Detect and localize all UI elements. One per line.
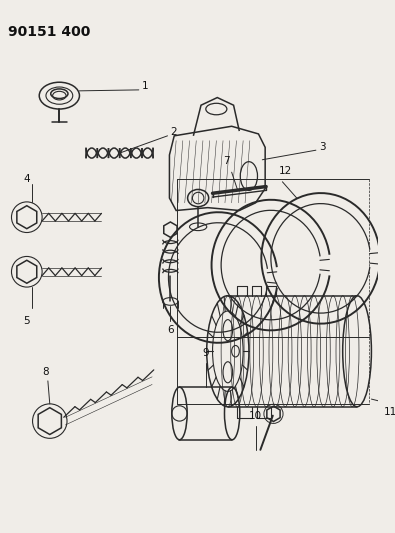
Text: 1: 1	[142, 81, 148, 91]
Text: 11: 11	[384, 407, 395, 417]
Text: 2: 2	[170, 127, 177, 137]
Text: 3: 3	[319, 142, 325, 152]
Text: 4: 4	[23, 174, 30, 184]
Text: 10: 10	[249, 411, 262, 421]
Text: 90151 400: 90151 400	[8, 25, 90, 39]
Text: 12: 12	[278, 166, 292, 176]
Text: 5: 5	[23, 316, 30, 326]
Text: 6: 6	[167, 325, 174, 335]
Text: 7: 7	[224, 157, 230, 166]
Text: 9: 9	[203, 349, 209, 358]
Text: 8: 8	[43, 367, 49, 377]
